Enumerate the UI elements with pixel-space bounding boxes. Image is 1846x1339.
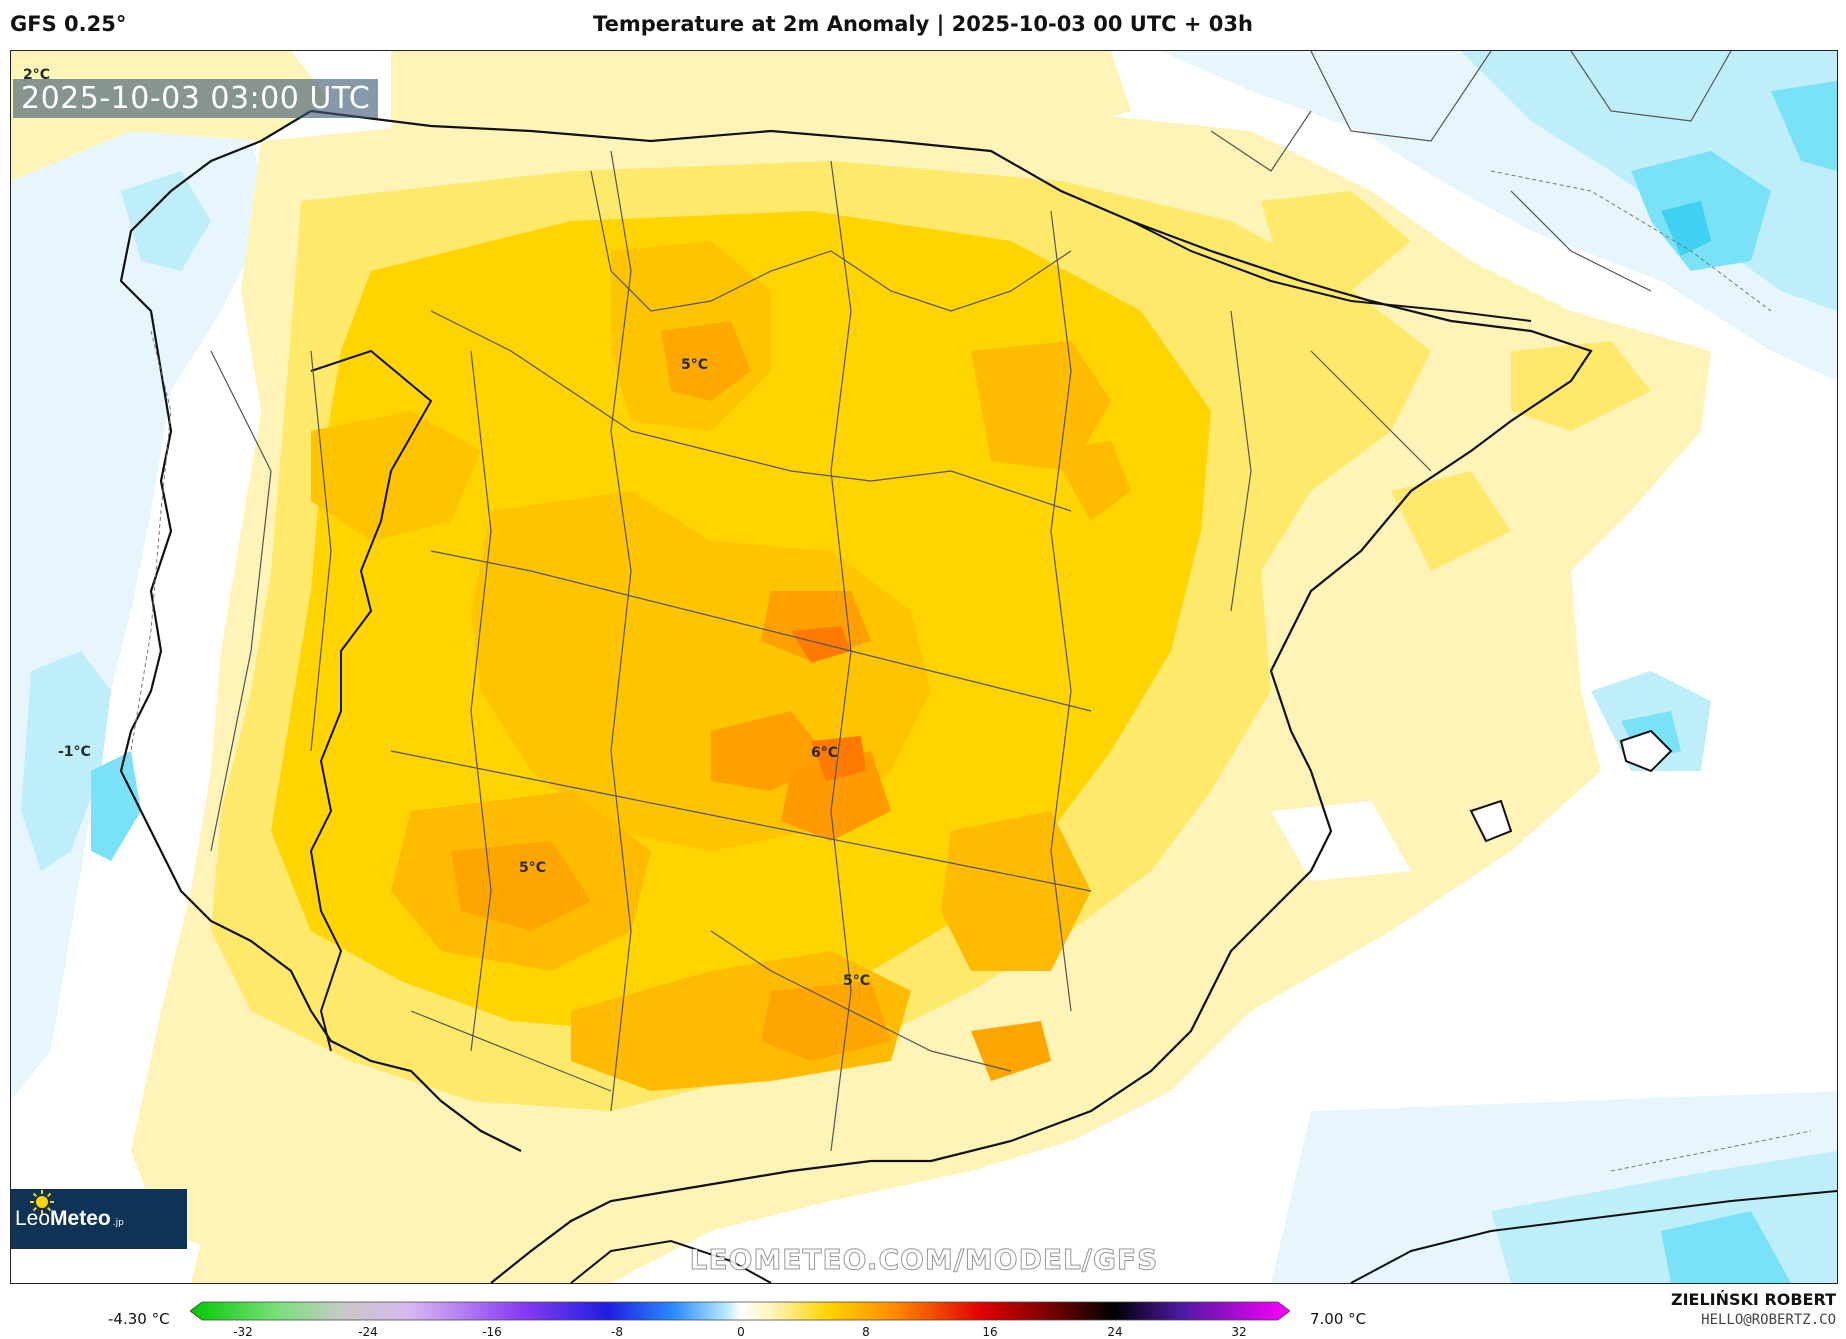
colorbar-tick: -24 (358, 1325, 378, 1339)
map-title: Temperature at 2m Anomaly | 2025-10-03 0… (593, 12, 1253, 36)
colorbar-tick: -16 (482, 1325, 502, 1339)
leometeo-logo[interactable]: LeoMeteo .jp (11, 1189, 187, 1249)
colorbar-tick: 8 (862, 1325, 870, 1339)
colorbar (190, 1301, 1290, 1321)
logo-suffix: .jp (112, 1218, 124, 1228)
colorbar-tick: -32 (233, 1325, 253, 1339)
colorbar-tick: 0 (737, 1325, 745, 1339)
colorbar-min-label: -4.30 °C (108, 1310, 170, 1328)
contour-label: 2°C (23, 67, 51, 83)
sun-icon (30, 1190, 54, 1214)
contour-label: 5°C (681, 357, 709, 373)
author-name: ZIELIŃSKI ROBERT (1670, 1290, 1836, 1309)
colorbar-tick: 16 (982, 1325, 998, 1339)
colorbar-tick: -8 (611, 1325, 623, 1339)
contour-label: -1°C (58, 744, 91, 760)
colorbar-tick: 32 (1231, 1325, 1247, 1339)
header: GFS 0.25° Temperature at 2m Anomaly | 20… (0, 0, 1846, 50)
colorbar-tick: 24 (1107, 1325, 1123, 1339)
map-area[interactable]: 2025-10-03 03:00 UTC 2°C 5°C -1°C 6°C 5°… (10, 50, 1838, 1284)
anomaly-map (11, 51, 1837, 1283)
contour-label: 5°C (843, 973, 871, 989)
contour-label: 5°C (519, 860, 547, 876)
contour-label: 6°C (811, 745, 839, 761)
model-name: GFS 0.25° (10, 12, 127, 36)
valid-time-badge: 2025-10-03 03:00 UTC (13, 79, 379, 118)
author-email[interactable]: HELLO@ROBERTZ.CO (1701, 1312, 1836, 1328)
colorbar-max-label: 7.00 °C (1310, 1310, 1367, 1328)
site-watermark: LEOMETEO.COM/MODEL/GFS (689, 1243, 1159, 1277)
